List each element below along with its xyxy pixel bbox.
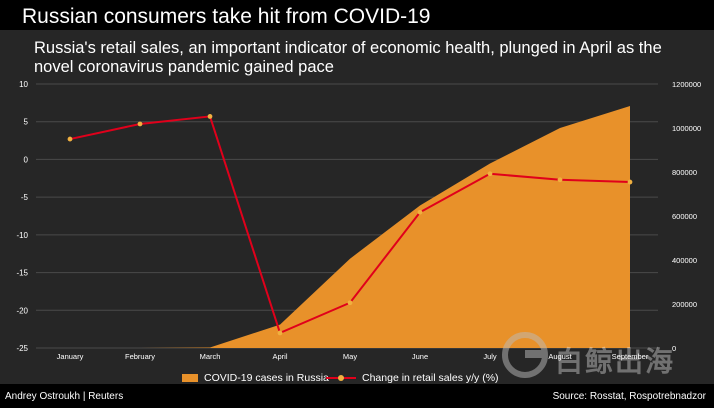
y-right-tick-label: 1200000 bbox=[672, 80, 701, 89]
legend-item-retail: Change in retail sales y/y (%) bbox=[326, 372, 499, 384]
legend-swatch-area bbox=[182, 374, 198, 382]
y-right-tick-label: 1000000 bbox=[672, 124, 701, 133]
legend-swatch-line bbox=[326, 373, 356, 383]
y-left-tick-label: 10 bbox=[19, 80, 28, 89]
x-tick-label: June bbox=[412, 352, 428, 361]
y-right-tick-label: 0 bbox=[672, 344, 676, 353]
line-point bbox=[347, 300, 353, 306]
legend-label-cases: COVID-19 cases in Russia bbox=[204, 372, 329, 384]
y-left-tick-label: -5 bbox=[21, 193, 29, 202]
chart-subtitle: Russia's retail sales, an important indi… bbox=[34, 39, 662, 76]
footer-credit: Andrey Ostroukh | Reuters bbox=[5, 391, 124, 402]
y-left-tick-label: 5 bbox=[24, 118, 29, 127]
y-left-tick-label: 0 bbox=[24, 155, 29, 164]
legend: COVID-19 cases in Russia Change in retai… bbox=[0, 372, 714, 386]
y-left-tick-label: -25 bbox=[16, 344, 28, 353]
y-right-tick-label: 800000 bbox=[672, 168, 697, 177]
x-tick-label: May bbox=[343, 352, 357, 361]
x-tick-label: August bbox=[548, 352, 572, 361]
y-right-tick-label: 600000 bbox=[672, 212, 697, 221]
x-tick-label: February bbox=[125, 352, 155, 361]
line-point bbox=[417, 209, 423, 215]
legend-label-retail: Change in retail sales y/y (%) bbox=[362, 372, 499, 384]
y-right-tick-label: 400000 bbox=[672, 256, 697, 265]
legend-item-cases: COVID-19 cases in Russia bbox=[182, 372, 329, 384]
y-right-tick-label: 200000 bbox=[672, 300, 697, 309]
x-tick-label: July bbox=[483, 352, 497, 361]
chart-title: Russian consumers take hit from COVID-19 bbox=[22, 5, 431, 28]
watermark-text: 白鲸出海 bbox=[555, 346, 676, 377]
line-point bbox=[557, 177, 563, 183]
x-tick-label: April bbox=[272, 352, 287, 361]
y-left-tick-label: -15 bbox=[16, 269, 28, 278]
line-point bbox=[207, 114, 213, 119]
line-point bbox=[277, 330, 283, 336]
line-point bbox=[487, 171, 493, 177]
area-series-cases bbox=[70, 106, 630, 348]
footer-source: Source: Rosstat, Rospotrebnadzor bbox=[552, 391, 706, 402]
line-point bbox=[137, 121, 143, 127]
watermark-logo-icon bbox=[502, 332, 548, 378]
y-left-tick-label: -10 bbox=[16, 231, 28, 240]
x-tick-label: January bbox=[57, 352, 84, 361]
line-point bbox=[627, 179, 633, 185]
line-point bbox=[67, 136, 73, 142]
x-tick-label: March bbox=[200, 352, 221, 361]
y-left-tick-label: -20 bbox=[16, 306, 28, 315]
x-tick-label: September bbox=[612, 352, 649, 361]
